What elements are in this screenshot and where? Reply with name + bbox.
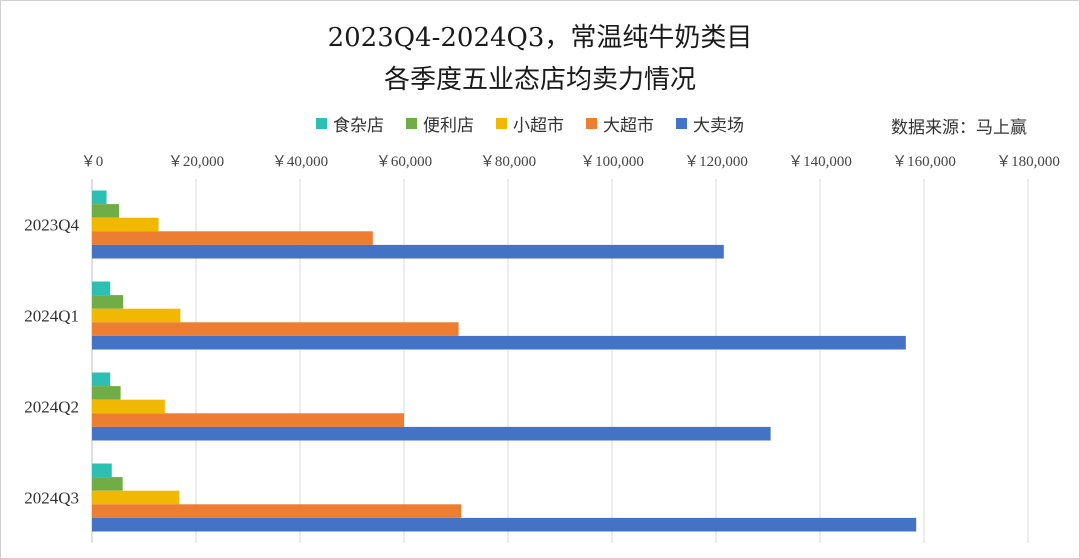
bar-2024Q2-series-2 [92, 399, 165, 414]
x-tick-label-6: ￥120,000 [684, 154, 748, 170]
x-tick-label-7: ￥140,000 [788, 154, 852, 170]
x-tick-label-8: ￥160,000 [892, 154, 956, 170]
chart-title-line1: 2023Q4-2024Q3，常温纯牛奶类目 [327, 23, 753, 53]
data-source-note: 数据来源：马上赢 [891, 118, 1027, 138]
legend: 食杂店 便利店 小超市 大超市 大卖场 [316, 111, 744, 136]
x-tick-label-2: ￥40,000 [272, 154, 328, 170]
bar-2023Q4-series-0 [92, 190, 107, 205]
legend-swatch-2 [496, 118, 507, 129]
bar-2023Q4-series-1 [92, 204, 120, 218]
legend-item-2: 小超市 [496, 111, 564, 136]
category-label-0: 2023Q4 [24, 216, 79, 235]
legend-label-4: 大卖场 [693, 116, 744, 136]
bar-2024Q1-series-3 [92, 322, 459, 336]
bar-2023Q4-series-2 [92, 217, 159, 232]
bar-2024Q1-series-2 [92, 308, 181, 323]
legend-swatch-0 [316, 118, 327, 129]
bar-2024Q3-series-4 [92, 517, 917, 532]
category-label-2: 2024Q2 [24, 398, 79, 417]
bar-2024Q2-series-3 [92, 413, 404, 427]
bar-2023Q4-series-3 [92, 231, 373, 245]
legend-label-1: 便利店 [423, 116, 474, 136]
x-tick-label-0: ￥0 [81, 154, 104, 170]
bar-2024Q3-series-1 [92, 477, 123, 491]
legend-item-4: 大卖场 [676, 111, 744, 136]
legend-label-3: 大超市 [603, 116, 654, 136]
legend-swatch-1 [406, 118, 417, 129]
bar-2024Q1-series-4 [92, 335, 906, 350]
bar-2023Q4-series-4 [92, 244, 724, 259]
chart-title-line2: 各季度五业态店均卖力情况 [383, 65, 696, 95]
legend-swatch-3 [586, 118, 597, 129]
category-label-3: 2024Q3 [24, 489, 79, 508]
bar-2024Q3-series-0 [92, 463, 112, 478]
legend-item-0: 食杂店 [316, 111, 384, 136]
legend-item-3: 大超市 [586, 111, 654, 136]
bar-2024Q1-series-1 [92, 295, 124, 309]
x-tick-label-9: ￥180,000 [996, 154, 1060, 170]
x-tick-label-4: ￥80,000 [480, 154, 536, 170]
bar-2024Q3-series-3 [92, 504, 462, 518]
bar-2024Q2-series-4 [92, 426, 771, 441]
bar-2024Q3-series-2 [92, 490, 180, 505]
category-label-1: 2024Q1 [24, 307, 79, 326]
x-tick-label-1: ￥20,000 [168, 154, 224, 170]
legend-item-1: 便利店 [406, 111, 474, 136]
legend-label-2: 小超市 [513, 116, 564, 136]
legend-label-0: 食杂店 [333, 116, 384, 136]
x-tick-label-5: ￥100,000 [580, 154, 644, 170]
bar-2024Q1-series-0 [92, 281, 111, 296]
legend-swatch-4 [676, 118, 687, 129]
x-tick-label-3: ￥60,000 [376, 154, 432, 170]
bar-2024Q2-series-0 [92, 372, 111, 387]
bar-2024Q2-series-1 [92, 386, 121, 400]
